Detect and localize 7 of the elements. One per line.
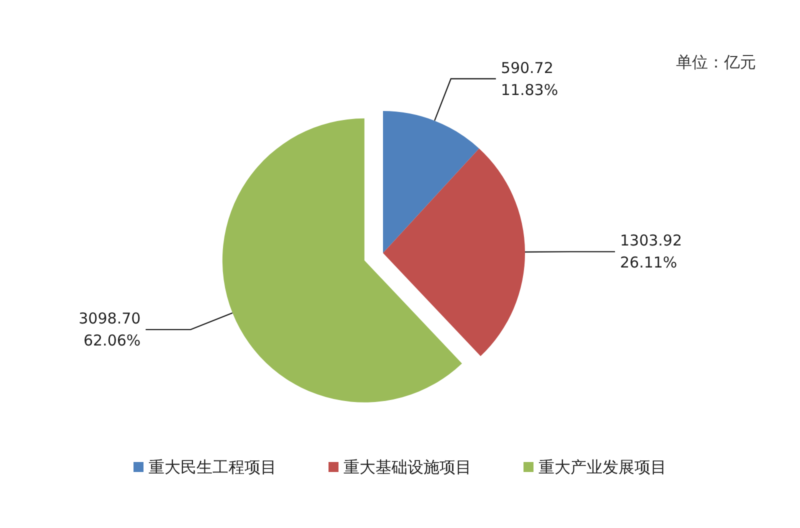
legend-label: 重大产业发展项目 xyxy=(538,458,666,476)
data-label: 3098.70 62.06% xyxy=(78,310,141,350)
legend-label: 重大民生工程项目 xyxy=(148,458,276,476)
legend-label: 重大基础设施项目 xyxy=(344,458,472,476)
data-label: 1303.92 26.11% xyxy=(620,232,682,272)
text: 单位：亿元 xyxy=(676,52,756,72)
data-label: 590.72 11.83% xyxy=(500,58,558,99)
